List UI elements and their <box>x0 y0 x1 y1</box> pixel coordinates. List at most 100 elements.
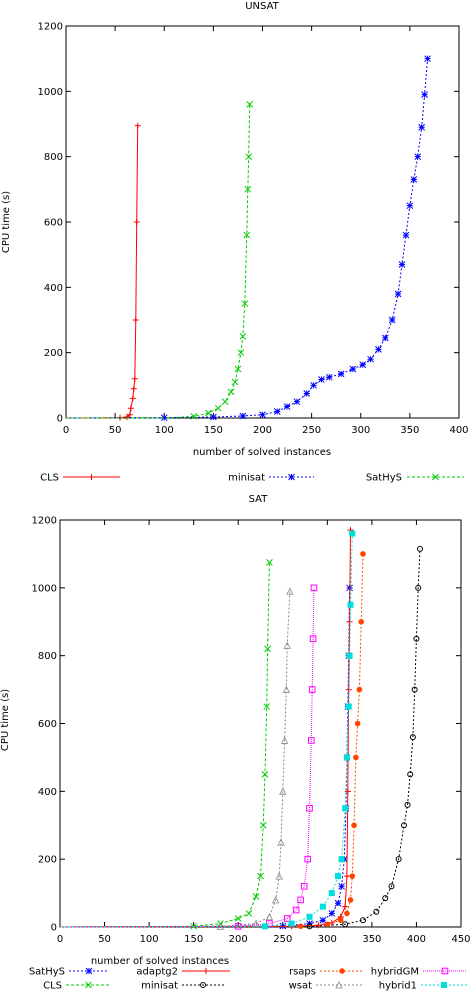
sat-data-point <box>334 899 342 907</box>
unsat-series-sathys <box>66 101 254 420</box>
unsat-data-point <box>245 153 253 161</box>
sat-data-point <box>344 788 351 795</box>
sat-legend-marker <box>85 981 92 989</box>
sat-data-point <box>417 545 424 552</box>
sat-data-point <box>310 584 318 592</box>
sat-data-point <box>283 915 291 922</box>
unsat-series-line <box>66 125 139 419</box>
unsat-legend-marker <box>432 473 439 481</box>
sat-y-ticks: 0 200 400 600 800 1000 1200 <box>32 516 461 934</box>
sat-legend-label: wsat <box>289 981 313 992</box>
sat-data-point <box>358 618 364 625</box>
unsat-x-tick-label: 150 <box>204 425 223 436</box>
sat-legend-marker <box>339 968 345 974</box>
unsat-data-point <box>273 408 281 415</box>
sat-data-point <box>404 801 411 808</box>
unsat-panel: UNSAT 0 50 100 150 200 250 300 350 400 0 200 400 60… <box>1 1 469 484</box>
sat-x-tick-label: 250 <box>273 934 292 945</box>
unsat-data-point <box>283 403 291 410</box>
sat-data-point <box>349 530 356 537</box>
sat-data-point <box>338 856 345 863</box>
sat-series-line <box>59 553 364 928</box>
sat-legend-marker <box>335 981 343 989</box>
unsat-data-point <box>418 123 426 131</box>
unsat-data-point <box>424 55 431 63</box>
unsat-data-point <box>367 355 374 363</box>
unsat-data-point <box>133 219 140 225</box>
sat-data-point <box>349 873 356 879</box>
sat-data-point <box>407 771 414 778</box>
unsat-data-point <box>130 385 137 392</box>
sat-data-point <box>343 754 350 761</box>
unsat-data-point <box>414 153 422 161</box>
unsat-y-tick-label: 1000 <box>38 87 63 98</box>
unsat-data-point <box>388 316 396 324</box>
sat-x-axis-label: number of solved instances <box>91 956 229 967</box>
unsat-plot-frame <box>65 25 460 419</box>
unsat-data-point <box>246 101 254 108</box>
sat-data-point <box>324 921 331 928</box>
sat-data-point <box>342 921 349 928</box>
unsat-series-minisat <box>65 55 431 422</box>
unsat-data-point <box>394 290 402 298</box>
sat-data-point <box>282 685 290 693</box>
sat-series-rsaps <box>59 551 366 930</box>
sat-data-point <box>297 923 304 930</box>
sat-legend-label: SatHyS <box>29 967 65 978</box>
sat-series-hybridgm <box>59 584 318 930</box>
unsat-data-point <box>239 412 247 420</box>
sat-legend-marker <box>200 982 206 988</box>
sat-y-tick-label: 800 <box>38 651 57 662</box>
sat-legend-label: hybridGM <box>371 967 419 978</box>
sat-plot-frame <box>59 519 462 928</box>
sat-data-point <box>409 734 416 741</box>
sat-data-point <box>261 771 269 778</box>
sat-data-point <box>400 822 407 829</box>
unsat-data-point <box>234 365 242 373</box>
unsat-data-point <box>129 395 136 402</box>
unsat-data-point <box>303 390 311 397</box>
sat-data-point <box>411 686 418 693</box>
unsat-data-point <box>410 176 418 183</box>
unsat-data-point <box>402 231 410 239</box>
sat-data-point <box>337 917 344 924</box>
sat-x-tick-label: 50 <box>98 934 111 945</box>
sat-x-tick-label: 0 <box>57 934 63 945</box>
unsat-data-point <box>239 332 247 340</box>
sat-data-point <box>346 652 353 659</box>
unsat-data-point <box>259 411 266 419</box>
unsat-series <box>65 55 431 422</box>
sat-data-point <box>304 855 312 863</box>
sat-data-point <box>277 838 285 846</box>
unsat-data-point <box>244 185 252 193</box>
unsat-x-tick-label: 250 <box>302 425 321 436</box>
unsat-data-point <box>398 261 406 268</box>
sat-data-point <box>257 872 264 880</box>
sat-y-tick-label: 400 <box>38 787 57 798</box>
sat-data-point <box>319 916 327 924</box>
unsat-legend-marker <box>88 474 95 480</box>
unsat-legend-label: SatHyS <box>366 473 402 484</box>
sat-data-point <box>266 559 273 566</box>
sat-y-tick-label: 600 <box>38 719 57 730</box>
unsat-x-tick-label: 0 <box>63 425 69 436</box>
sat-data-point <box>306 923 313 930</box>
unsat-data-point <box>337 370 345 378</box>
sat-legend-marker <box>441 982 447 988</box>
sat-y-axis-label: CPU time (s) <box>0 689 11 751</box>
sat-data-point <box>252 893 260 900</box>
unsat-data-point <box>231 378 239 386</box>
unsat-data-point <box>221 398 229 406</box>
unsat-x-ticks: 0 50 100 150 200 250 300 350 400 <box>63 26 469 436</box>
unsat-series-cls <box>66 122 141 421</box>
sat-data-point <box>265 912 274 921</box>
sat-data-point <box>286 587 294 595</box>
unsat-y-tick-label: 0 <box>57 414 63 425</box>
sat-data-point <box>279 787 287 795</box>
sat-legend-label: CLS <box>43 981 62 992</box>
unsat-data-point <box>381 334 389 342</box>
sat-data-point <box>309 635 317 643</box>
unsat-x-tick-label: 400 <box>449 425 468 436</box>
unsat-data-point <box>243 231 251 239</box>
sat-legend-label: adaptg2 <box>136 967 178 978</box>
